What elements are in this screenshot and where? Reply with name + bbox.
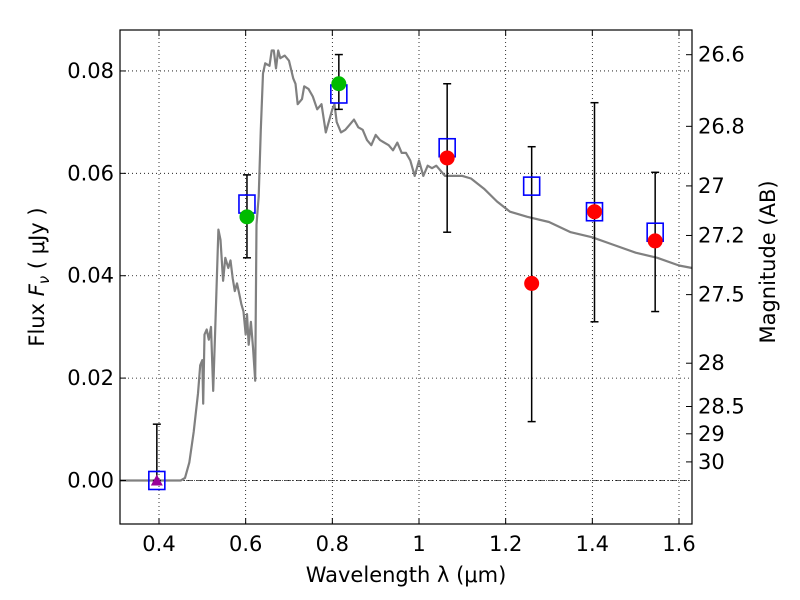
- upper-limit-triangle: [150, 474, 163, 486]
- x-axis-ticks: 0.4 0.6 0.8 1 1.2 1.4 1.6: [142, 30, 696, 556]
- x-tick-label: 1.6: [662, 532, 695, 556]
- data-markers: [148, 76, 664, 491]
- y-tick-label: 0.00: [67, 468, 114, 492]
- x-tick-label: 1.2: [489, 532, 522, 556]
- observed-point: [587, 204, 602, 220]
- x-tick-label: 0.8: [316, 532, 349, 556]
- y-label-subscript: ν: [35, 276, 53, 284]
- mag-tick-label: 27.5: [698, 283, 745, 307]
- model-sed: [120, 49, 693, 482]
- mag-tick-label: 26.8: [698, 114, 745, 138]
- mag-tick-label: 28: [698, 351, 725, 375]
- observed-point: [647, 233, 663, 249]
- x-tick-label: 0.4: [142, 532, 175, 556]
- observed-point: [439, 150, 455, 166]
- y-label-variable: F: [25, 283, 49, 296]
- mag-tick-label: 29: [698, 422, 725, 446]
- x-tick-label: 0.6: [229, 532, 262, 556]
- y-label-suffix: ( μJy ): [25, 207, 49, 275]
- observed-point: [331, 76, 347, 92]
- y-label-prefix: Flux: [25, 296, 49, 346]
- mag-tick-label: 27.2: [698, 223, 745, 247]
- observed-point: [239, 209, 255, 225]
- model-sed-curve: [120, 49, 693, 482]
- model-band-square: [585, 201, 604, 222]
- mag-tick-label: 30: [698, 450, 725, 474]
- y2-axis-label: Magnitude (AB): [756, 180, 780, 343]
- observed-point: [524, 275, 540, 291]
- grid: [120, 30, 692, 524]
- x-tick-label: 1: [412, 532, 425, 556]
- x-tick-label: 1.4: [576, 532, 609, 556]
- y-tick-label: 0.04: [67, 264, 114, 288]
- mag-tick-label: 28.5: [698, 394, 745, 418]
- y-tick-label: 0.08: [67, 59, 114, 83]
- y-axis-label: Flux Fν ( μJy ): [25, 207, 53, 346]
- mag-tick-label: 27: [698, 174, 725, 198]
- mag-tick-label: 26.6: [698, 43, 745, 67]
- model-band-square: [522, 176, 541, 196]
- magnitude-axis-ticks: 26.6 26.8 27 27.2 27.5 28 28.5 29 30: [686, 43, 745, 474]
- model-band-square: [148, 470, 166, 491]
- y-tick-label: 0.06: [67, 161, 114, 185]
- plot-frame: [119, 29, 693, 525]
- x-axis-label: Wavelength λ (μm): [306, 563, 507, 587]
- y-axis-ticks: 0.00 0.02 0.04 0.06 0.08: [67, 59, 126, 492]
- y-tick-label: 0.02: [67, 366, 114, 390]
